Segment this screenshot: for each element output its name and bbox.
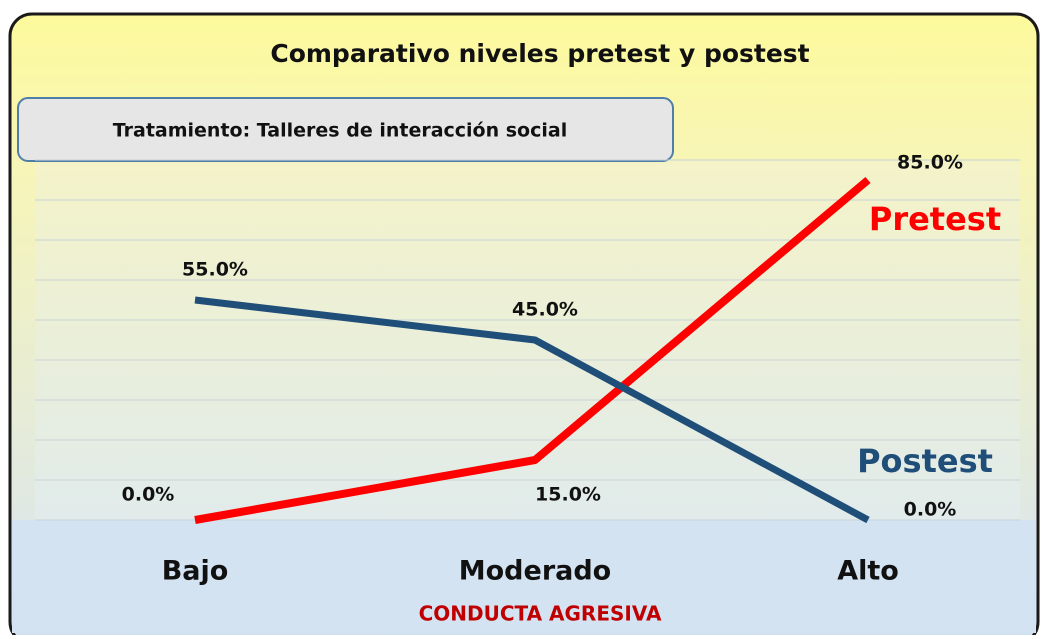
data-label: 55.0% (182, 259, 248, 281)
x-tick-label: Moderado (459, 556, 611, 587)
legend-label: Pretest (869, 200, 1001, 238)
x-axis-label: CONDUCTA AGRESIVA (419, 602, 662, 626)
data-label: 0.0% (904, 499, 957, 521)
x-tick-label: Alto (837, 556, 899, 587)
line-series (194, 176, 871, 524)
data-label: 15.0% (535, 484, 601, 506)
x-tick-label: Bajo (162, 556, 229, 587)
annotation-box (17, 97, 674, 162)
legend-label: Postest (857, 442, 993, 480)
data-label: 0.0% (122, 484, 175, 506)
line-series (194, 296, 870, 524)
annotation: Tratamiento: Talleres de interacción soc… (113, 120, 567, 142)
axis-band (12, 520, 1036, 633)
data-label: 85.0% (897, 152, 963, 174)
data-label: 45.0% (512, 299, 578, 321)
chart-title: Comparativo niveles pretest y postest (270, 39, 809, 68)
